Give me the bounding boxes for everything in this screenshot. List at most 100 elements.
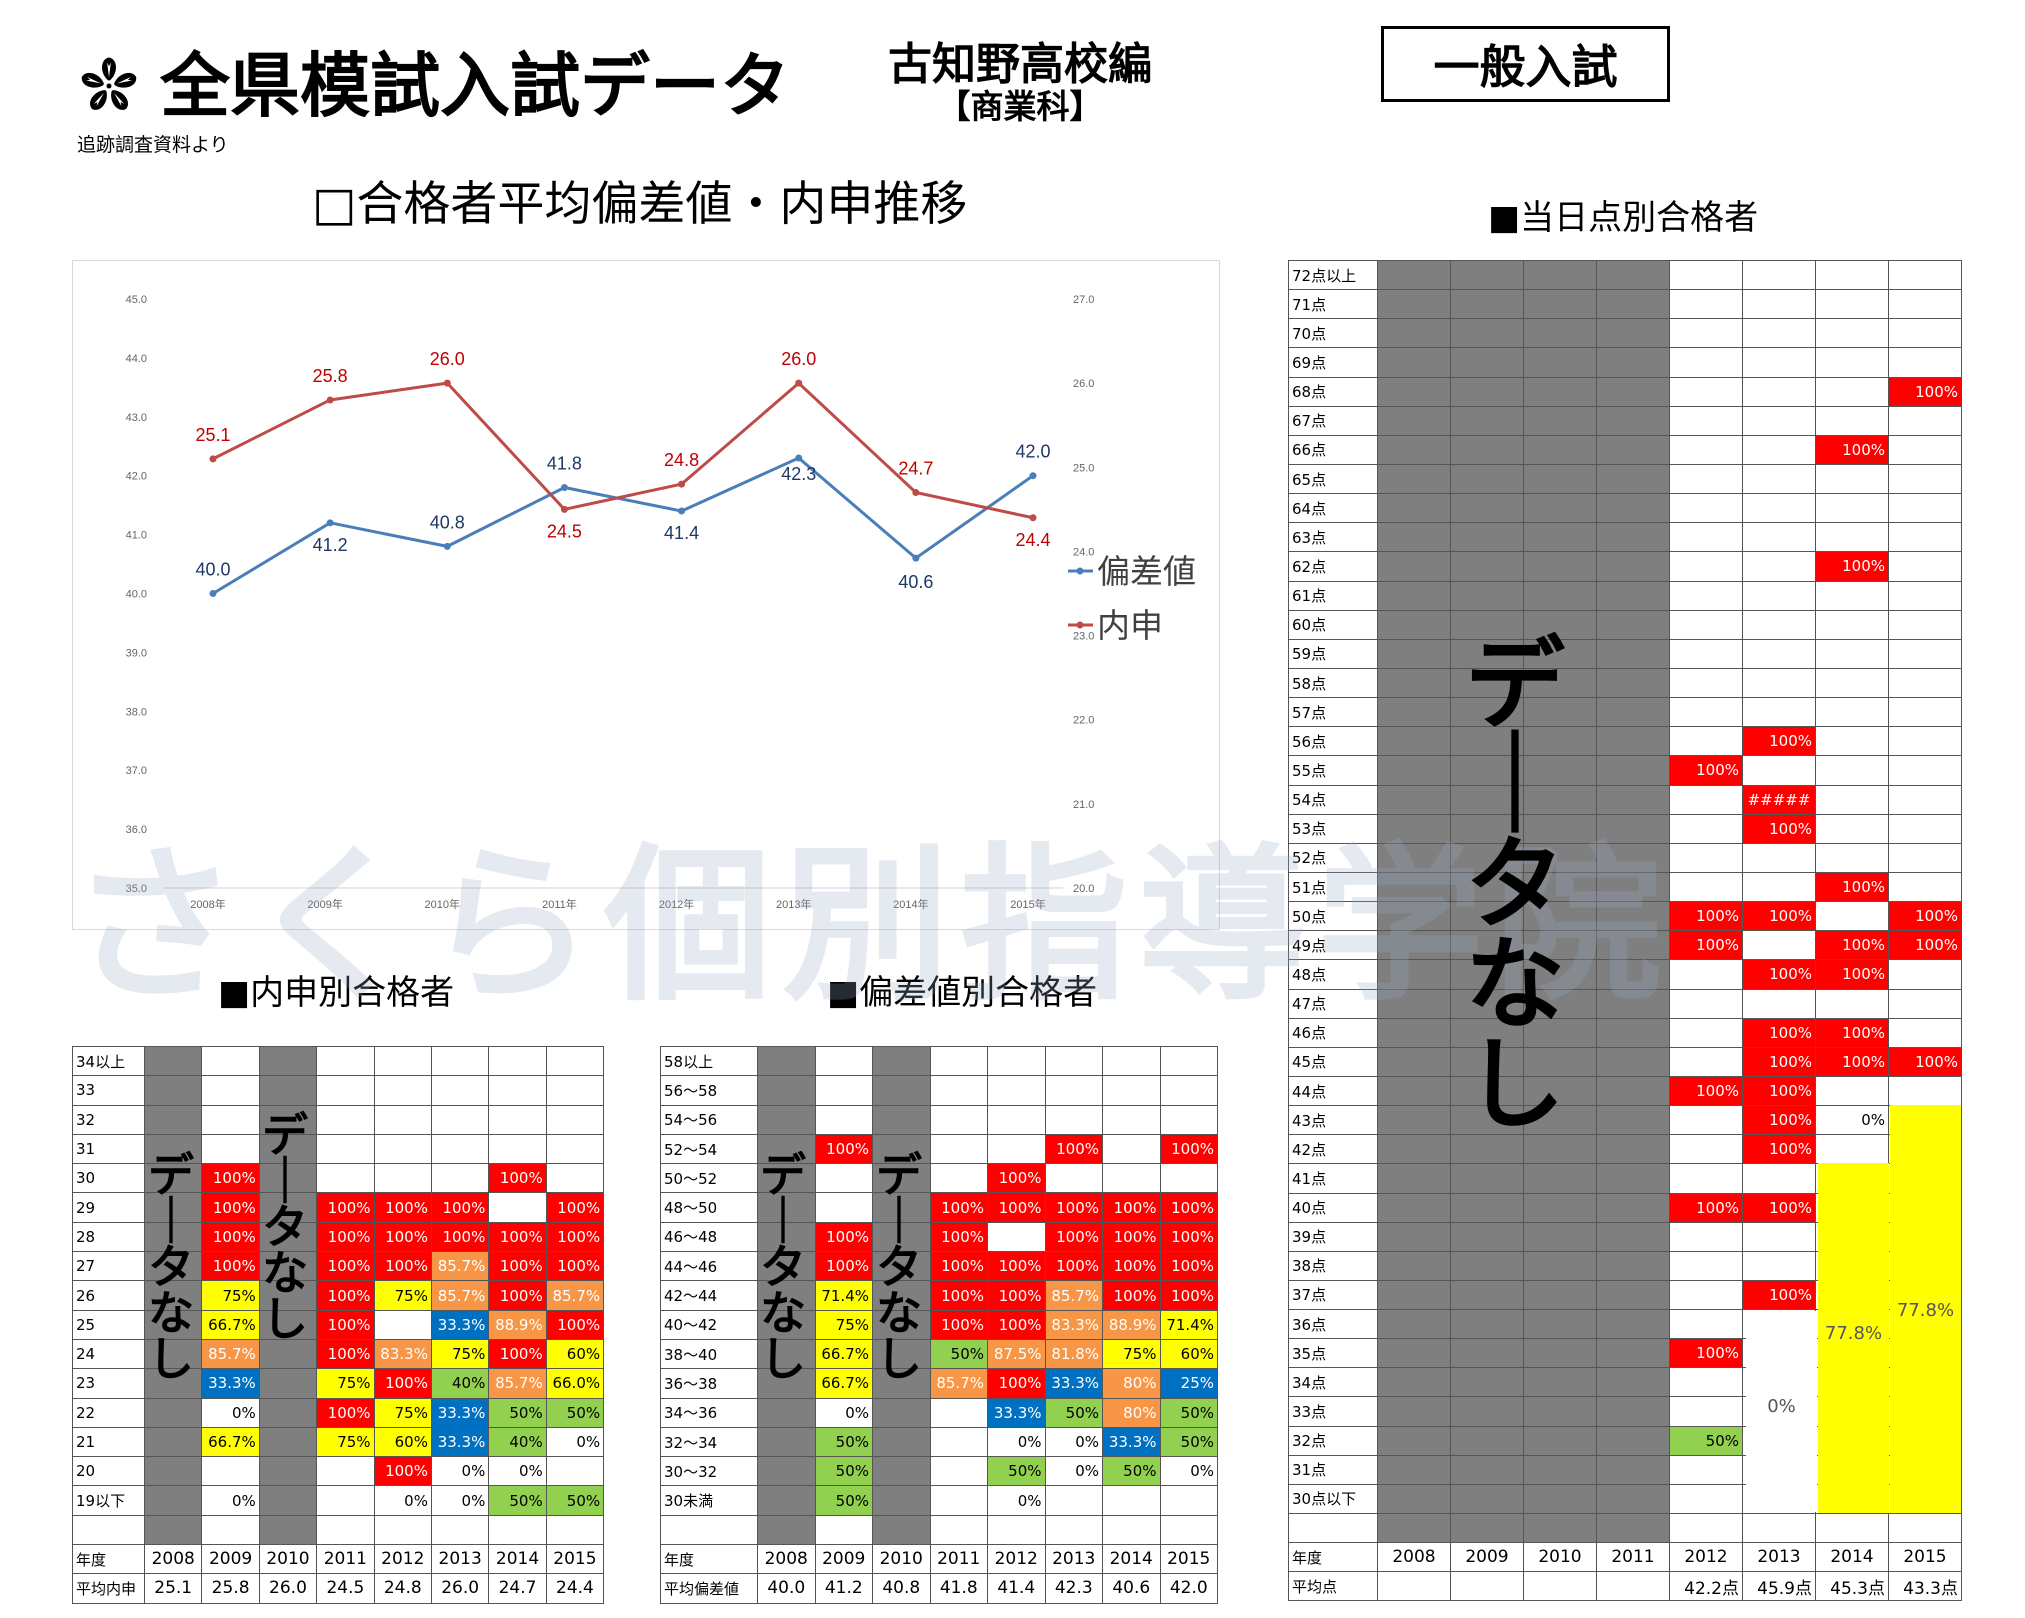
- table-cell: 75%: [316, 1368, 375, 1399]
- table-cell: [1596, 1192, 1670, 1223]
- table-cell: [143, 1221, 203, 1253]
- average-cell: 41.2: [814, 1573, 873, 1604]
- table-cell: [373, 1514, 432, 1546]
- data-point: [678, 480, 686, 488]
- table-cell: [1669, 1279, 1743, 1311]
- row-label: 36点: [1288, 1309, 1378, 1340]
- table-cell: [987, 1075, 1046, 1106]
- table-cell: [1596, 638, 1670, 669]
- table-cell: [143, 1514, 203, 1546]
- table-cell: [1888, 813, 1962, 844]
- table-cell: 100%: [929, 1251, 988, 1282]
- table-cell: 71.4%: [1159, 1309, 1218, 1340]
- table-cell: [1888, 463, 1962, 495]
- table-cell: 100%: [201, 1163, 260, 1194]
- average-cell: 26.0: [258, 1573, 318, 1604]
- table-cell: [1669, 609, 1743, 640]
- table-cell: [1596, 813, 1670, 844]
- average-cell: 42.2点: [1669, 1571, 1743, 1602]
- row-label: 32～34: [660, 1426, 758, 1458]
- table-cell: [1450, 1163, 1524, 1194]
- table-cell: [1377, 259, 1451, 291]
- year-cell: 2010: [258, 1544, 318, 1575]
- year-cell: 2015: [545, 1544, 605, 1575]
- table-cell: [1523, 1046, 1597, 1077]
- table-cell: [1377, 405, 1451, 436]
- row-label: 19以下: [72, 1485, 145, 1516]
- table-row: 58以上: [660, 1045, 1218, 1077]
- table-cell: [1596, 405, 1670, 436]
- table-cell: [1742, 667, 1816, 699]
- table-cell: 100%: [1669, 1338, 1743, 1369]
- x-tick-label: 2009年: [307, 897, 342, 911]
- table-cell: 81.8%: [1044, 1338, 1103, 1370]
- table-cell: [1377, 1454, 1451, 1485]
- table-cell: [1742, 988, 1816, 1019]
- table-cell: [1888, 405, 1962, 436]
- table-cell: 100%: [488, 1163, 547, 1194]
- row-label: [660, 1514, 758, 1546]
- table-cell: [258, 1338, 318, 1370]
- table-cell: [1596, 1163, 1670, 1194]
- table-cell: [1377, 667, 1451, 699]
- row-label: 43点: [1288, 1105, 1378, 1136]
- table-cell: [258, 1485, 318, 1516]
- table-cell: [1377, 1250, 1451, 1281]
- year-cell: 2013: [1742, 1542, 1816, 1573]
- table-cell: [1669, 347, 1743, 378]
- table-cell: 0%: [545, 1426, 605, 1458]
- table-cell: [1377, 1163, 1451, 1194]
- hensachi-section-title: ■偏差値別合格者: [827, 973, 1098, 1013]
- table-cell: 100%: [373, 1368, 432, 1399]
- year-row: 年度 2008 2009 2010 2011 2012 2013 2014 2015: [660, 1544, 1218, 1575]
- table-cell: 100%: [316, 1251, 375, 1282]
- table-row: 54点 #####: [1288, 784, 1962, 815]
- table-cell: 100%: [1102, 1192, 1161, 1223]
- table-cell: [1523, 638, 1597, 669]
- legend-marker: [1076, 567, 1084, 575]
- table-cell: [1596, 784, 1670, 815]
- table-cell: [757, 1280, 816, 1311]
- table-cell: [872, 1397, 931, 1428]
- table-cell: 50%: [814, 1485, 873, 1516]
- table-cell: 66.7%: [814, 1338, 873, 1370]
- row-label: 48～50: [660, 1192, 758, 1223]
- table-cell: [1450, 638, 1524, 669]
- table-cell: [1596, 930, 1670, 961]
- table-cell: 100%: [814, 1221, 873, 1253]
- table-cell: 85.7%: [545, 1280, 605, 1311]
- table-cell: [545, 1075, 605, 1106]
- row-label: 20: [72, 1456, 145, 1487]
- table-cell: [1377, 434, 1451, 465]
- table-cell: [1596, 609, 1670, 640]
- left-tick-label: 40.0: [126, 589, 147, 601]
- x-tick-label: 2014年: [893, 897, 928, 911]
- table-cell: 50%: [1102, 1456, 1161, 1487]
- table-cell: [757, 1045, 816, 1077]
- row-label: 58以上: [660, 1045, 758, 1077]
- naishin-section-title: ■内申別合格者: [218, 973, 455, 1013]
- table-cell: 100%: [1888, 930, 1962, 961]
- data-point: [443, 379, 451, 387]
- row-label: 30～32: [660, 1456, 758, 1487]
- table-row: 51点 100%: [1288, 871, 1962, 903]
- table-row: 43点 100% 0%: [1288, 1105, 1962, 1136]
- table-cell: [1523, 1338, 1597, 1369]
- table-cell: [814, 1192, 873, 1223]
- table-cell: [1815, 1134, 1889, 1165]
- table-cell: [1102, 1485, 1161, 1516]
- table-cell: [1669, 871, 1743, 903]
- table-cell: [1596, 842, 1670, 873]
- table-cell: 100%: [1044, 1192, 1103, 1223]
- table-cell: [1523, 1250, 1597, 1281]
- table-cell: 100%: [1815, 1017, 1889, 1048]
- table-cell: 50%: [814, 1456, 873, 1487]
- table-cell: [1377, 463, 1451, 495]
- table-cell: [1596, 580, 1670, 611]
- table-cell: 100%: [1044, 1221, 1103, 1253]
- table-cell: [1669, 1483, 1743, 1515]
- table-cell: 75%: [316, 1426, 375, 1458]
- table-cell: 100%: [488, 1251, 547, 1282]
- left-tick-label: 38.0: [126, 706, 147, 718]
- table-row: 30～32 50% 50% 0% 50% 0%: [660, 1456, 1218, 1487]
